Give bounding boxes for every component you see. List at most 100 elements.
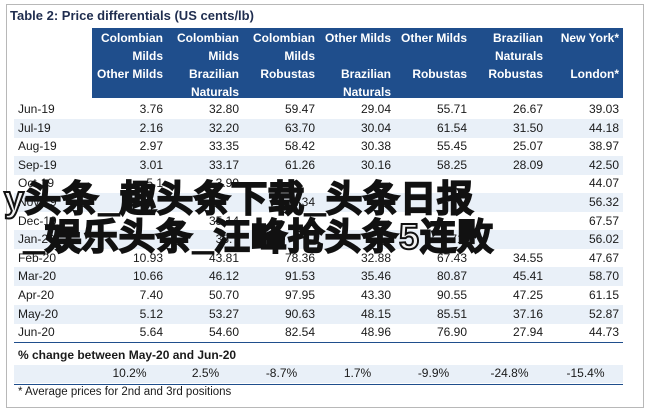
table-cell: 32.80 xyxy=(208,102,239,116)
column-header-line: Robustas xyxy=(412,67,467,81)
table-cell: 5.12 xyxy=(139,306,163,321)
table-cell: 76.90 xyxy=(436,325,467,340)
table-cell: 78.36 xyxy=(284,250,315,265)
table-cell: 48.15 xyxy=(360,306,391,321)
table-cell: 44.18 xyxy=(588,120,619,135)
table-cell: 3.76 xyxy=(139,102,163,116)
table-cell: 10.93 xyxy=(132,250,163,265)
header-band xyxy=(92,28,623,98)
row-month: Sep-19 xyxy=(18,157,57,172)
row-month: Oct-19 xyxy=(18,176,55,191)
table-row: Nov-19 72.34 56.32 xyxy=(14,193,623,212)
pct-change-cell: 10.2% xyxy=(112,366,147,380)
table-cell: 35.46 xyxy=(360,269,391,284)
table-cell: 28.09 xyxy=(512,157,543,172)
column-header: Brazilian Naturals Robustas xyxy=(472,28,547,98)
column-header-line: Naturals xyxy=(342,85,391,99)
table-cell: 52.87 xyxy=(588,306,619,321)
watermark-line-1: y头条_趣头条下载_头条日报 xyxy=(3,177,475,220)
table-cell: 30.04 xyxy=(360,120,391,135)
table-cell: 29.04 xyxy=(360,102,391,116)
table-cell: 39.03 xyxy=(588,102,619,116)
row-month: Aug-19 xyxy=(18,139,57,154)
column-header-line: Colombian xyxy=(177,31,239,45)
table-cell: 43.30 xyxy=(360,288,391,302)
table-cell: 80.87 xyxy=(436,269,467,284)
table-row: May-20 5.12 53.27 90.63 48.15 85.51 37.16 52.87 xyxy=(14,304,623,324)
table-cell: 47.25 xyxy=(512,288,543,302)
row-month: Feb-20 xyxy=(18,250,57,265)
pct-change-cell: -9.9% xyxy=(417,366,450,380)
table-cell: 37.16 xyxy=(512,306,543,321)
table-title: Table 2: Price differentials (US cents/l… xyxy=(10,8,254,23)
table-cell: 32.20 xyxy=(208,120,239,135)
column-header: Other Milds Brazilian Naturals xyxy=(320,28,395,99)
table-cell: 2.16 xyxy=(139,120,163,135)
column-header-line: Robustas xyxy=(260,67,315,81)
table-cell: 91.53 xyxy=(284,269,315,284)
table-cell: 53.27 xyxy=(208,306,239,321)
pct-change-cell: -15.4% xyxy=(566,366,605,380)
column-header-line: Brazilian xyxy=(492,31,543,45)
watermark-line-2: _娱乐头条_汪峰抢头条5连败 xyxy=(23,215,495,258)
table-cell: 55.45 xyxy=(436,139,467,154)
table-row: Feb-20 10.93 43.81 78.36 32.88 67.43 34.55 47.6… xyxy=(14,249,623,268)
column-header-line: Robustas xyxy=(488,67,543,81)
column-header-line: Naturals xyxy=(494,49,543,63)
table-cell: 44.07 xyxy=(588,176,619,191)
row-month: May-20 xyxy=(18,306,59,321)
table-cell: 61.26 xyxy=(284,157,315,172)
table-cell: 33.17 xyxy=(208,157,239,172)
table-cell: 54.60 xyxy=(208,325,239,340)
table-cell: 2.97 xyxy=(139,139,163,154)
column-header-line: Milds xyxy=(208,49,239,63)
table-cell: 30.16 xyxy=(360,157,391,172)
column-header-line: Colombian xyxy=(101,31,163,45)
table-cell: 90.63 xyxy=(284,306,315,321)
table-row: Apr-20 7.40 50.70 97.95 43.30 90.55 47.25 61.15 xyxy=(14,286,623,305)
table-cell: 55.71 xyxy=(436,102,467,116)
table-cell: 5.1 xyxy=(146,176,163,191)
column-header: Colombian Milds Other Milds xyxy=(92,28,167,98)
column-header-line: Other Milds xyxy=(96,67,163,81)
column-header: Colombian Milds Robustas xyxy=(244,28,319,98)
table-cell: 3.01 xyxy=(139,157,163,172)
table-cell: 42.50 xyxy=(588,157,619,172)
column-header-line: Other Milds xyxy=(324,31,391,45)
divider xyxy=(14,384,623,385)
column-header-line: Naturals xyxy=(190,85,239,99)
table-cell: 25.07 xyxy=(512,139,543,154)
row-month: Jun-20 xyxy=(18,325,55,340)
table-row: Jun-19 3.76 32.80 59.47 29.04 55.71 26.67 39.03 xyxy=(14,100,623,119)
table-cell: 46.12 xyxy=(208,269,239,284)
table-cell: 35.14 xyxy=(208,213,239,228)
table-cell: 59.47 xyxy=(284,102,315,116)
column-header-line: Brazilian xyxy=(340,67,391,81)
table-cell: 31.50 xyxy=(512,120,543,135)
row-month: Nov-19 xyxy=(18,195,57,209)
table-cell: 3.99 xyxy=(215,176,239,191)
row-month: Dec-19 xyxy=(18,213,57,228)
table-row: Oct-19 5.1 3.99 44.07 xyxy=(14,174,623,193)
table-row: Mar-20 10.66 46.12 91.53 35.46 80.87 45.41 58.7… xyxy=(14,267,623,287)
row-month: Jan-20 xyxy=(18,232,55,247)
table-cell: 61.54 xyxy=(436,120,467,135)
table-row: Aug-19 2.97 33.35 58.42 30.38 55.45 25.07 38.97 xyxy=(14,137,623,156)
table-cell: 7.40 xyxy=(139,288,163,302)
column-header: Colombian Milds Brazilian Naturals xyxy=(168,28,243,99)
column-header-line: New York* xyxy=(560,31,619,45)
table-cell: 67.43 xyxy=(436,250,467,265)
table-cell: 56.32 xyxy=(588,195,619,209)
pct-change-cell: -24.8% xyxy=(490,366,529,380)
table-cell: 56.02 xyxy=(588,232,619,247)
table-cell: 72.34 xyxy=(284,195,315,209)
divider xyxy=(14,342,623,343)
row-month: Apr-20 xyxy=(18,288,55,302)
table-cell: 58.70 xyxy=(588,269,619,284)
column-header-line: Colombian xyxy=(253,31,315,45)
row-month: Mar-20 xyxy=(18,269,57,284)
table-cell: 26.67 xyxy=(512,102,543,116)
table-cell: 71. xyxy=(450,232,467,247)
column-header: New York* London* xyxy=(548,28,623,98)
table-cell: 36.7 xyxy=(215,232,239,247)
